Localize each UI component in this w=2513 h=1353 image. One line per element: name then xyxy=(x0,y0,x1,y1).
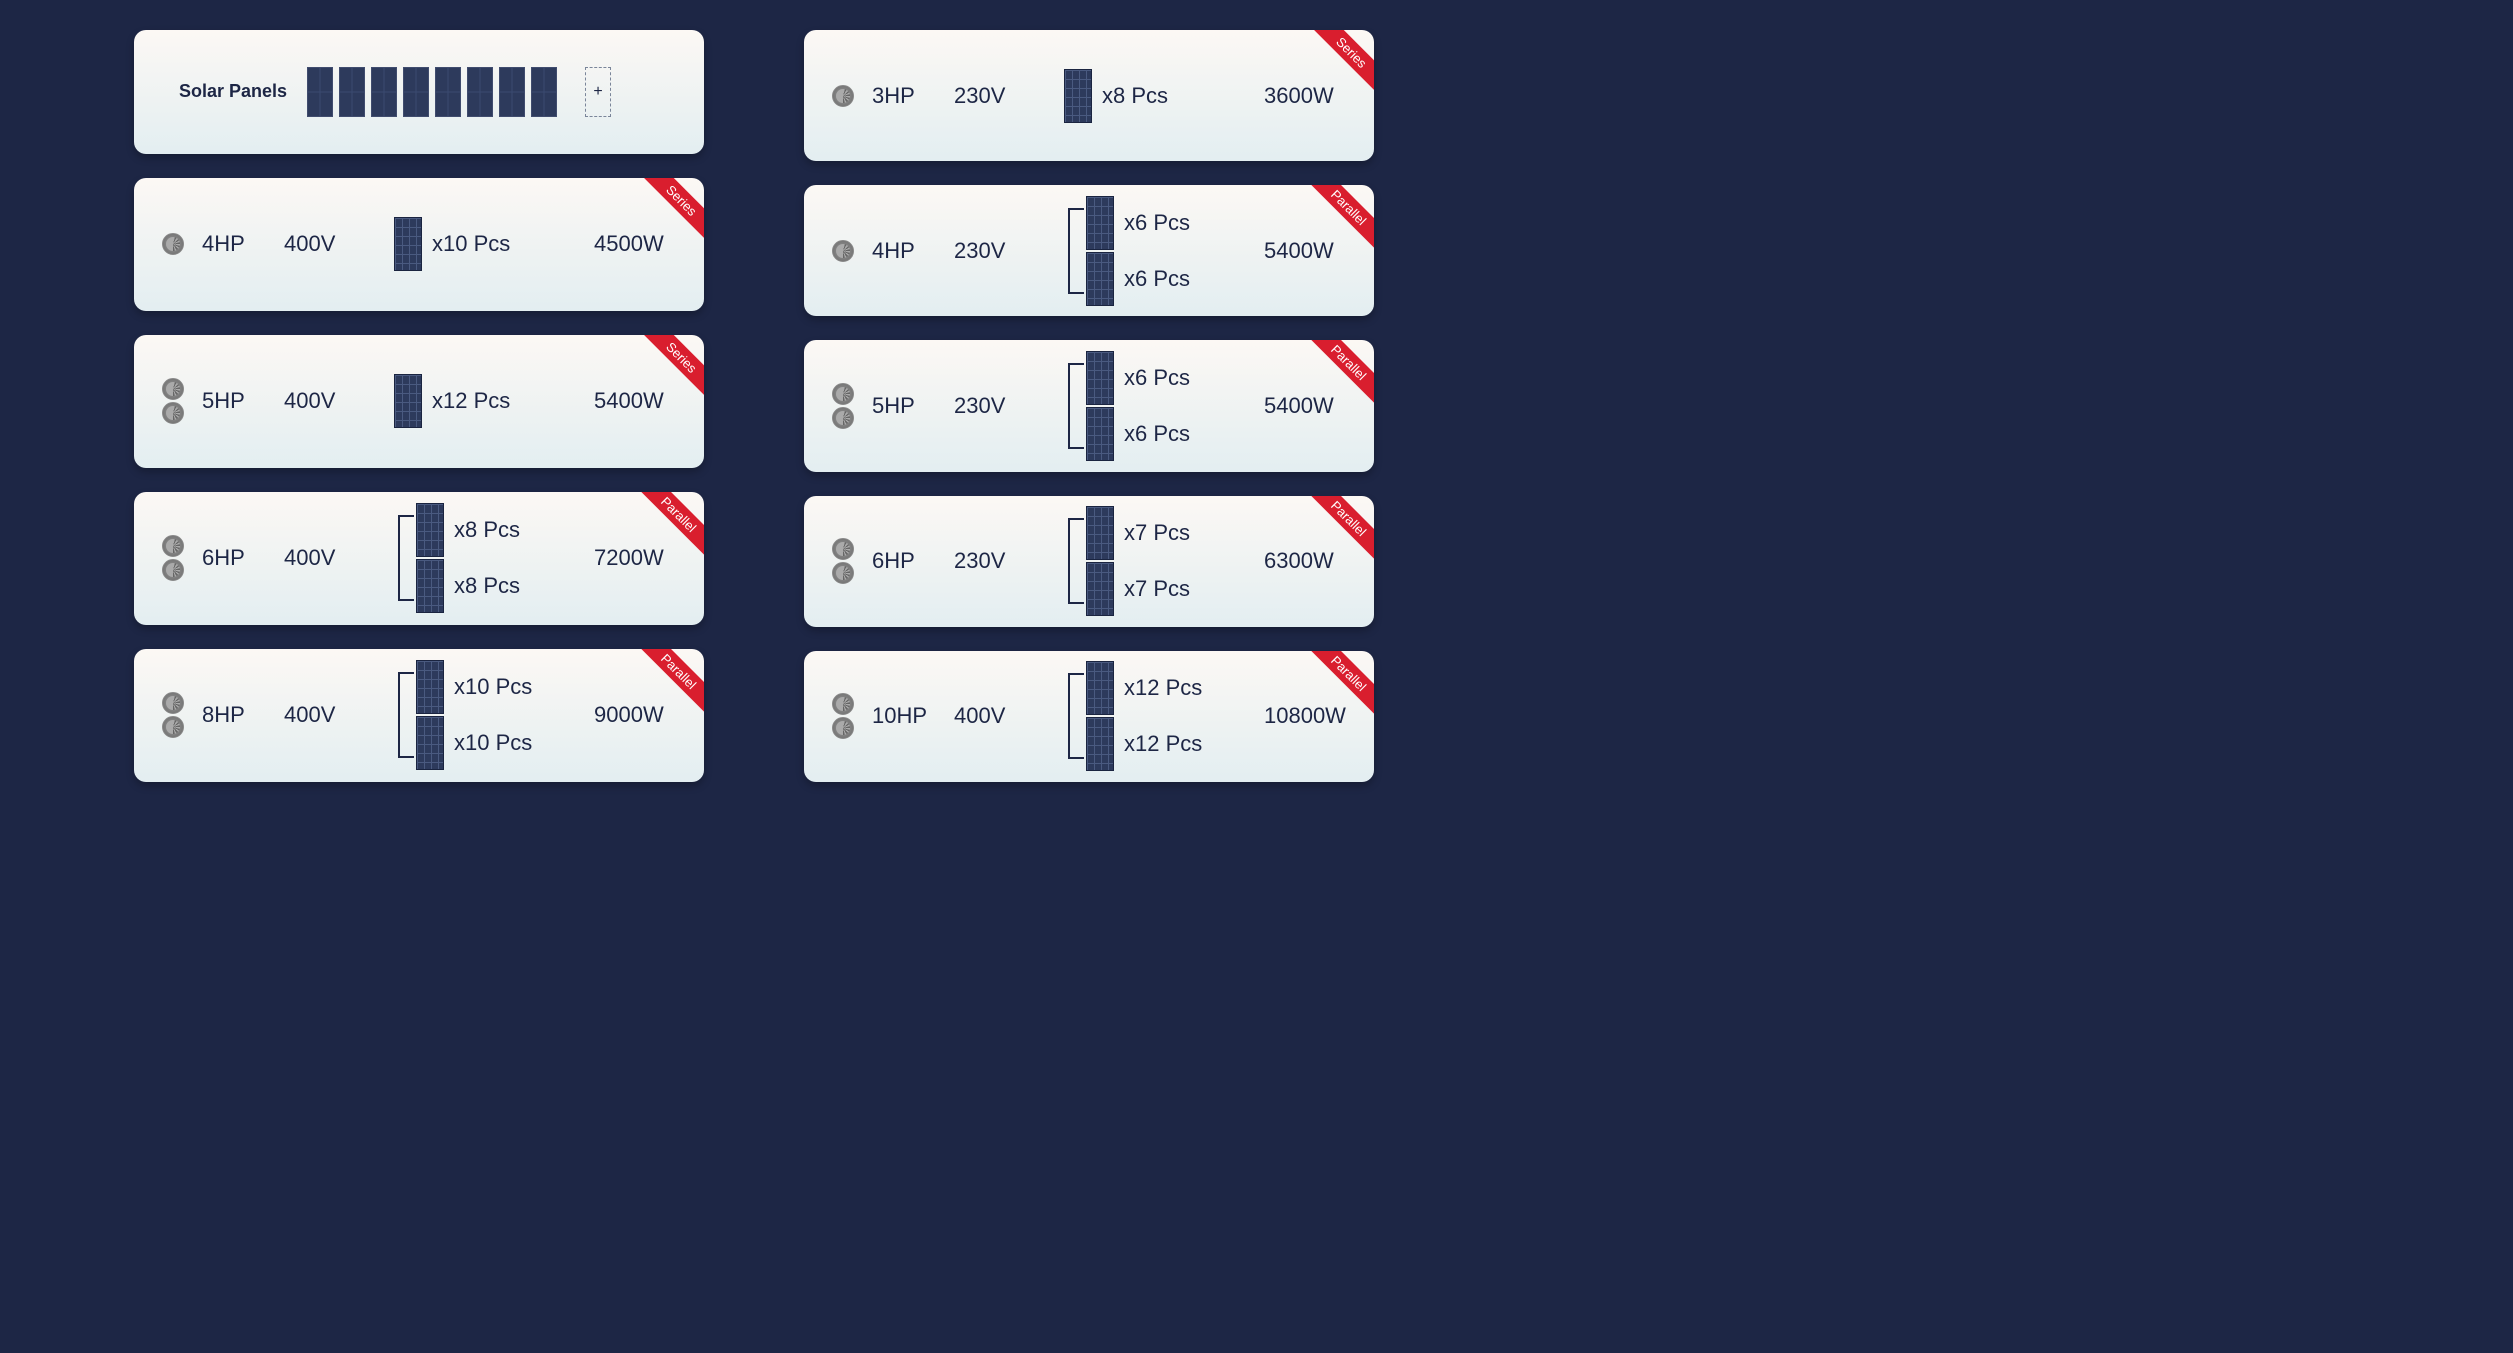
fan-icon xyxy=(832,693,864,739)
add-panel-button[interactable]: + xyxy=(585,67,611,117)
hp-value: 10HP xyxy=(864,703,954,729)
solar-panel-icon xyxy=(394,374,422,428)
config-card: Parallel 5HP 230V x6 Pcs x6 Pcs 5400W xyxy=(804,340,1374,471)
solar-panel-icon xyxy=(531,67,557,117)
pcs-value: x7 Pcs xyxy=(1124,520,1190,546)
right-column: Series 3HP 230V x8 Pcs 3600W Parallel 4H… xyxy=(804,30,1374,782)
pcs-value: x10 Pcs xyxy=(432,231,510,257)
watts-value: 5400W xyxy=(1264,238,1334,264)
watts-value: 10800W xyxy=(1264,703,1346,729)
fan-icon xyxy=(832,240,864,262)
watts-value: 4500W xyxy=(594,231,664,257)
fan-icon xyxy=(832,85,864,107)
solar-panel-icon xyxy=(435,67,461,117)
voltage-value: 400V xyxy=(954,703,1064,729)
watts-value: 5400W xyxy=(1264,393,1334,419)
pcs-value: x10 Pcs xyxy=(454,730,532,756)
solar-panel-icon xyxy=(416,559,444,613)
solar-panel-icon xyxy=(307,67,333,117)
pcs-value: x12 Pcs xyxy=(1124,675,1202,701)
config-card: Parallel 6HP 230V x7 Pcs x7 Pcs 6300W xyxy=(804,496,1374,627)
pcs-value: x6 Pcs xyxy=(1124,421,1190,447)
watts-value: 3600W xyxy=(1264,83,1334,109)
solar-panel-icon xyxy=(1086,661,1114,715)
panel-config: x10 Pcs x10 Pcs xyxy=(394,660,594,770)
solar-panel-icon xyxy=(499,67,525,117)
solar-panel-icon xyxy=(1086,562,1114,616)
solar-panel-icon xyxy=(403,67,429,117)
fan-icon xyxy=(162,378,194,424)
solar-panel-icon xyxy=(1086,717,1114,771)
pcs-value: x8 Pcs xyxy=(1102,83,1168,109)
hp-value: 8HP xyxy=(194,702,284,728)
hp-value: 5HP xyxy=(864,393,954,419)
panel-config: x12 Pcs x12 Pcs xyxy=(1064,661,1264,771)
watts-value: 9000W xyxy=(594,702,664,728)
voltage-value: 230V xyxy=(954,83,1064,109)
solar-panel-icon xyxy=(1086,252,1114,306)
config-card: Series 5HP 400V x12 Pcs 5400W xyxy=(134,335,704,468)
voltage-value: 230V xyxy=(954,548,1064,574)
solar-panel-icon xyxy=(371,67,397,117)
fan-icon xyxy=(162,692,194,738)
config-card: Parallel 8HP 400V x10 Pcs x10 Pcs 9000W xyxy=(134,649,704,782)
watts-value: 6300W xyxy=(1264,548,1334,574)
panel-config: x8 Pcs x8 Pcs xyxy=(394,503,594,613)
fan-icon xyxy=(832,538,864,584)
config-card: Series 3HP 230V x8 Pcs 3600W xyxy=(804,30,1374,161)
voltage-value: 230V xyxy=(954,238,1064,264)
solar-panel-icon xyxy=(416,660,444,714)
pcs-value: x6 Pcs xyxy=(1124,210,1190,236)
pcs-value: x8 Pcs xyxy=(454,517,520,543)
voltage-value: 400V xyxy=(284,231,394,257)
hp-value: 3HP xyxy=(864,83,954,109)
voltage-value: 230V xyxy=(954,393,1064,419)
pcs-value: x10 Pcs xyxy=(454,674,532,700)
left-column: Solar Panels + Series 4HP 400V x10 Pcs 4… xyxy=(134,30,704,782)
solar-panel-icon xyxy=(416,503,444,557)
solar-panel-icon xyxy=(416,716,444,770)
solar-panel-icon xyxy=(1086,196,1114,250)
fan-icon xyxy=(162,233,194,255)
pcs-value: x12 Pcs xyxy=(432,388,510,414)
config-card: Parallel 10HP 400V x12 Pcs x12 Pcs 10800… xyxy=(804,651,1374,782)
hp-value: 6HP xyxy=(194,545,284,571)
voltage-value: 400V xyxy=(284,702,394,728)
pcs-value: x12 Pcs xyxy=(1124,731,1202,757)
config-card: Parallel 6HP 400V x8 Pcs x8 Pcs 7200W xyxy=(134,492,704,625)
hp-value: 4HP xyxy=(194,231,284,257)
panel-config: x6 Pcs x6 Pcs xyxy=(1064,351,1264,461)
voltage-value: 400V xyxy=(284,388,394,414)
panel-config: x7 Pcs x7 Pcs xyxy=(1064,506,1264,616)
pcs-value: x6 Pcs xyxy=(1124,365,1190,391)
fan-icon xyxy=(832,383,864,429)
solar-panel-icon xyxy=(467,67,493,117)
solar-panel-icon xyxy=(1086,351,1114,405)
solar-panel-icon xyxy=(1064,69,1092,123)
solar-panel-icon xyxy=(339,67,365,117)
voltage-value: 400V xyxy=(284,545,394,571)
pcs-value: x7 Pcs xyxy=(1124,576,1190,602)
pcs-value: x8 Pcs xyxy=(454,573,520,599)
watts-value: 7200W xyxy=(594,545,664,571)
panel-config: x6 Pcs x6 Pcs xyxy=(1064,196,1264,306)
solar-panel-icon xyxy=(394,217,422,271)
config-card: Parallel 4HP 230V x6 Pcs x6 Pcs 5400W xyxy=(804,185,1374,316)
panel-preview-array xyxy=(307,67,557,117)
fan-icon xyxy=(162,535,194,581)
header-label: Solar Panels xyxy=(179,81,287,102)
pcs-value: x6 Pcs xyxy=(1124,266,1190,292)
solar-panel-icon xyxy=(1086,506,1114,560)
watts-value: 5400W xyxy=(594,388,664,414)
solar-panel-icon xyxy=(1086,407,1114,461)
config-card: Series 4HP 400V x10 Pcs 4500W xyxy=(134,178,704,311)
panel-config: x8 Pcs xyxy=(1064,69,1264,123)
solar-panels-header-card: Solar Panels + xyxy=(134,30,704,154)
hp-value: 5HP xyxy=(194,388,284,414)
panel-config: x10 Pcs xyxy=(394,217,594,271)
hp-value: 4HP xyxy=(864,238,954,264)
panel-config: x12 Pcs xyxy=(394,374,594,428)
hp-value: 6HP xyxy=(864,548,954,574)
